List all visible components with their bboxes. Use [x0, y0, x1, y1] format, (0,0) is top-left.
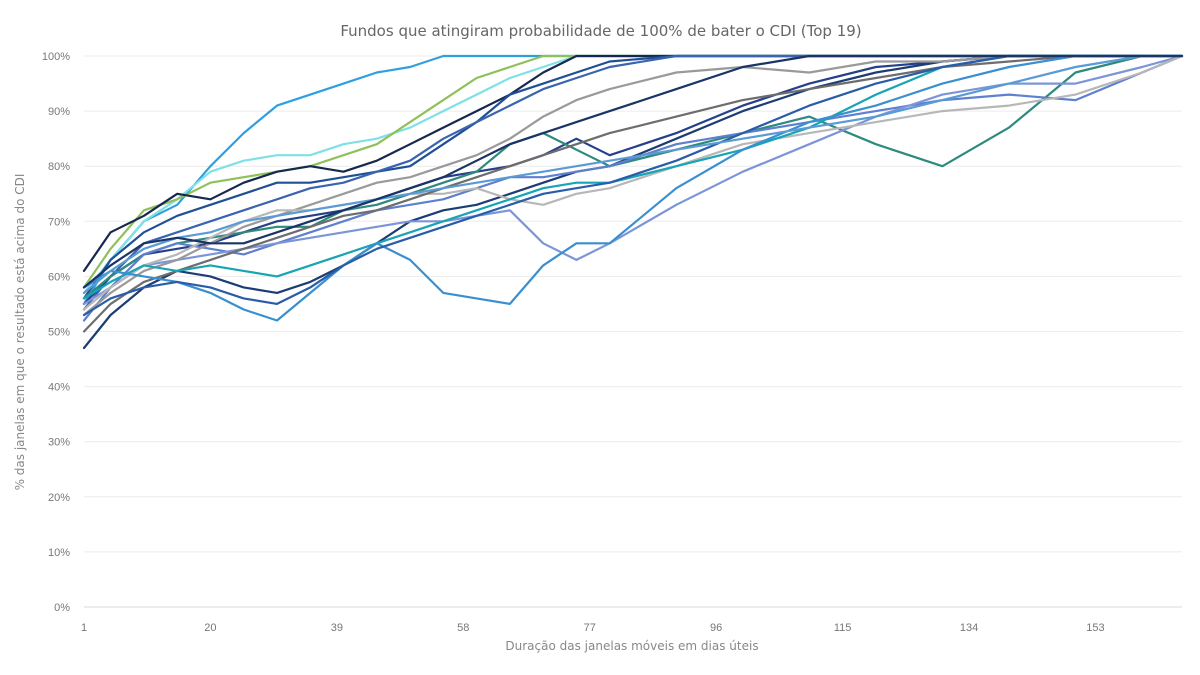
x-axis-label: Duração das janelas móveis em dias úteis	[505, 639, 758, 653]
series-line-10	[82, 54, 1184, 322]
series-line-18	[82, 54, 1184, 294]
x-axis-ticks: 1 20 39 58 77 96 115 134 153	[81, 622, 1105, 634]
series-line-16	[82, 54, 1184, 322]
series-line-15	[82, 54, 1184, 300]
series-group	[82, 54, 1184, 350]
y-axis-ticks: 0% 10% 20% 30% 40% 50% 60% 70% 80% 90% 100%	[42, 51, 70, 614]
x-tick-label: 39	[331, 622, 343, 634]
y-tick-label: 100%	[42, 51, 70, 63]
series-line-17	[82, 54, 1184, 317]
x-tick-label: 153	[1086, 622, 1104, 634]
x-tick-label: 134	[960, 622, 978, 634]
y-tick-label: 30%	[48, 437, 70, 449]
series-line-4	[82, 54, 1184, 272]
y-tick-label: 60%	[48, 271, 70, 283]
x-tick-label: 58	[457, 622, 469, 634]
y-tick-label: 40%	[48, 382, 70, 394]
y-tick-label: 90%	[48, 106, 70, 118]
series-line-11	[82, 54, 1184, 305]
y-tick-label: 10%	[48, 547, 70, 559]
y-tick-label: 50%	[48, 327, 70, 339]
y-tick-label: 20%	[48, 492, 70, 504]
series-line-12	[82, 54, 1184, 317]
y-axis-label: % das janelas em que o resultado está ac…	[13, 174, 27, 491]
x-tick-label: 1	[81, 622, 87, 634]
y-tick-label: 0%	[54, 602, 70, 614]
x-tick-label: 20	[204, 622, 216, 634]
x-tick-label: 77	[584, 622, 596, 634]
series-line-14	[82, 54, 1184, 333]
series-line-8	[82, 54, 1184, 350]
chart-title: Fundos que atingiram probabilidade de 10…	[340, 22, 861, 40]
x-tick-label: 115	[834, 622, 852, 634]
y-tick-label: 80%	[48, 161, 70, 173]
series-line-19	[82, 54, 1184, 289]
series-line-13	[82, 54, 1184, 311]
y-tick-label: 70%	[48, 216, 70, 228]
series-line-9	[82, 54, 1184, 300]
x-tick-label: 96	[710, 622, 722, 634]
